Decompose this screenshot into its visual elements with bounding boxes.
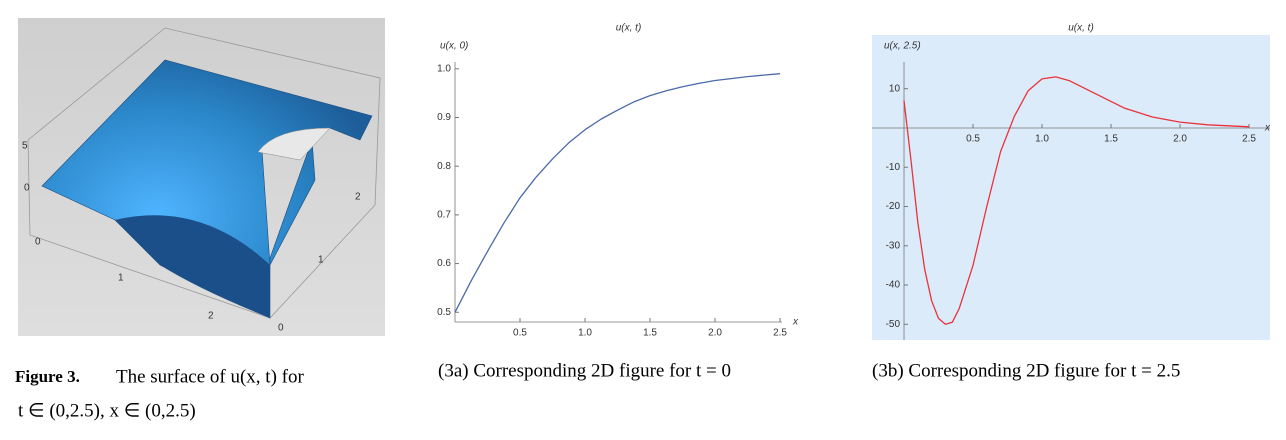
surface-box	[27, 27, 381, 319]
y-tick-label: 0.8	[437, 161, 451, 172]
x-tick-label: 2.0	[708, 328, 722, 339]
surface-tick-label: 2	[355, 192, 361, 203]
surface-tick-label: 0	[278, 323, 284, 334]
line-series	[903, 76, 1250, 325]
line-series	[454, 73, 781, 313]
caption-b: (3b) Corresponding 2D figure for t = 2.5	[872, 360, 1180, 381]
figure-caption: The surface of u(x, t) for	[116, 366, 304, 387]
y-tick-label: -30	[886, 240, 901, 251]
y-tick-label: -50	[886, 319, 901, 330]
x-tick-label: 1.0	[1035, 134, 1049, 145]
y-axis-label: u(x, 2.5)	[884, 41, 921, 52]
x-tick-label: 0.5	[966, 134, 980, 145]
y-tick-label: 10	[889, 83, 901, 94]
x-axis-label: x	[792, 317, 799, 328]
x-tick-label: 2.0	[1173, 134, 1187, 145]
chart-title: u(x, t)	[1068, 23, 1094, 34]
figure-label: Figure 3.	[15, 367, 80, 386]
x-tick-label: 1.5	[643, 328, 657, 339]
x-tick-label: 0.5	[513, 328, 527, 339]
chart-title: u(x, t)	[616, 23, 642, 34]
y-tick-label: -20	[886, 201, 901, 212]
y-tick-label: 0.9	[437, 112, 451, 123]
surface-wall	[115, 215, 270, 318]
y-tick-label: 0.6	[437, 258, 451, 269]
y-tick-label: 1.0	[437, 63, 451, 74]
surface-tick-label: 0	[24, 183, 30, 194]
figure-caption: t ∈ (0,2.5), x ∈ (0,2.5)	[18, 400, 196, 421]
surface-panel: 5 0 0 1 2 0 1 2	[18, 18, 385, 336]
surface-tick-label: 5	[22, 141, 28, 152]
y-tick-label: 0.5	[437, 307, 451, 318]
x-tick-label: 2.5	[1242, 134, 1256, 145]
y-axis-label: u(x, 0)	[440, 41, 468, 52]
surface-tick-label: 0	[35, 237, 41, 248]
x-axis-label: x	[1264, 123, 1271, 134]
y-tick-label: -10	[886, 162, 901, 173]
y-tick-label: -40	[886, 280, 901, 291]
y-tick-label: 0.7	[437, 210, 451, 221]
x-tick-label: 1.5	[1104, 134, 1118, 145]
caption-a: (3a) Corresponding 2D figure for t = 0	[438, 360, 731, 381]
surface-cut	[257, 127, 331, 161]
surface-tick-label: 2	[208, 311, 214, 322]
x-tick-label: 2.5	[773, 328, 787, 339]
surface-tick-label: 1	[318, 255, 324, 266]
surface-tick-label: 1	[118, 273, 124, 284]
x-tick-label: 1.0	[578, 328, 592, 339]
plot-background	[872, 35, 1270, 340]
